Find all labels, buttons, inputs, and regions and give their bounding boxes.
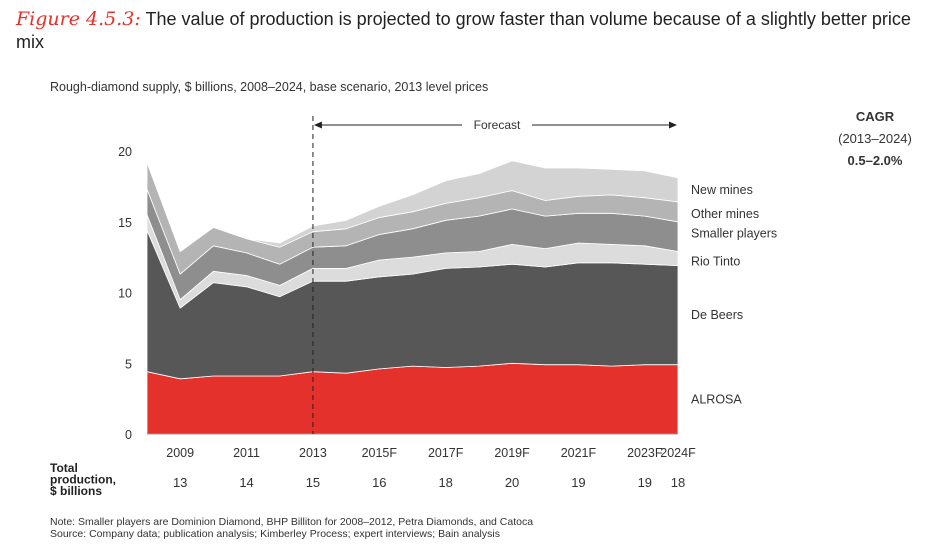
total-production-value: 20 [505, 475, 519, 490]
total-production-value: 14 [239, 475, 253, 490]
source-text: Source: Company data; publication analys… [50, 528, 533, 540]
series-label-new-mines: New mines [691, 183, 753, 197]
y-tick-label: 10 [118, 287, 132, 301]
series-label-other-mines: Other mines [691, 207, 759, 221]
y-tick-label: 20 [118, 145, 132, 159]
forecast-label: Forecast [474, 118, 521, 132]
note-text: Note: Smaller players are Dominion Diamo… [50, 516, 533, 528]
total-production-value: 16 [372, 475, 386, 490]
x-tick-label: 2023F [627, 446, 663, 460]
y-tick-label: 0 [125, 428, 132, 442]
x-tick-label: 2011 [233, 446, 260, 460]
y-tick-label: 15 [118, 216, 132, 230]
total-production-label: $ billions [50, 484, 102, 498]
x-tick-label: 2015F [362, 446, 398, 460]
series-label-smaller-players: Smaller players [691, 227, 777, 241]
x-tick-label: 2017F [428, 446, 464, 460]
y-tick-label: 5 [125, 357, 132, 371]
x-tick-label: 2024F [660, 446, 696, 460]
total-production-value: 19 [571, 475, 585, 490]
total-production-value: 18 [671, 475, 685, 490]
x-tick-label: 2009 [166, 446, 194, 460]
total-production-value: 13 [173, 475, 187, 490]
total-production-value: 18 [438, 475, 452, 490]
x-tick-label: 2013 [299, 446, 327, 460]
total-production-value: 15 [306, 475, 320, 490]
series-label-alrosa: ALROSA [691, 392, 742, 406]
x-tick-label: 2021F [561, 446, 597, 460]
total-production-value: 19 [638, 475, 652, 490]
stacked-area-chart: ALROSA De Beers Rio Tinto Smaller players Ot… [0, 0, 950, 551]
chart-notes: Note: Smaller players are Dominion Diamo… [50, 516, 533, 540]
series-label-de-beers: De Beers [691, 308, 743, 322]
series-label-rio-tinto: Rio Tinto [691, 255, 740, 269]
forecast-arrow-right-head [669, 122, 677, 129]
forecast-arrow-left-head [314, 122, 322, 129]
x-tick-label: 2019F [494, 446, 530, 460]
